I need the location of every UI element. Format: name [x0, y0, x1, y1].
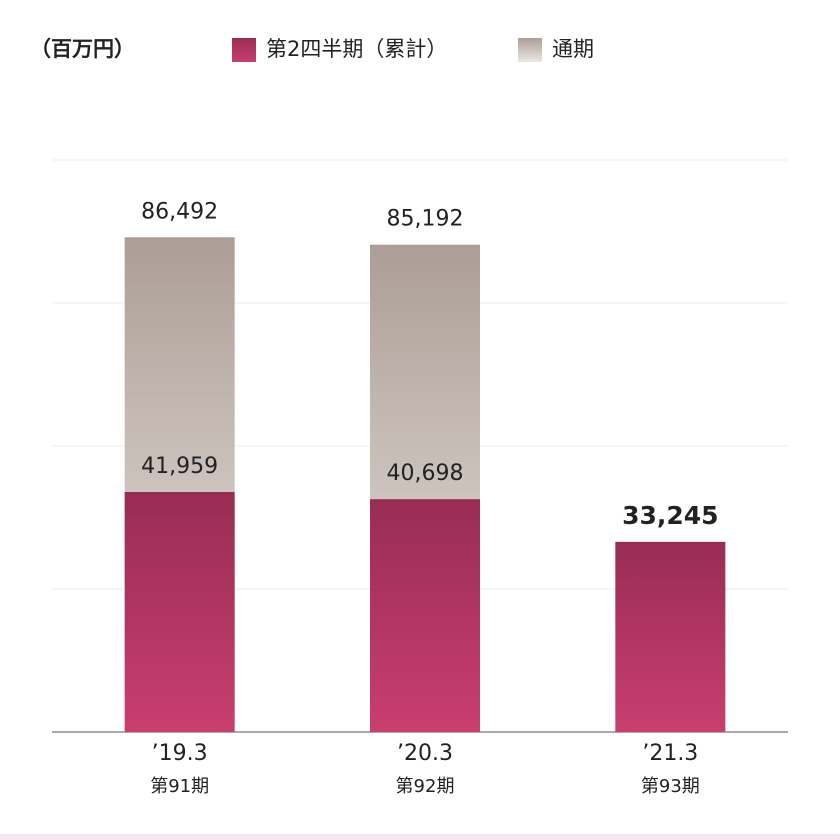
x-tick-label: ’21.3	[642, 741, 698, 766]
legend-swatch	[232, 38, 256, 62]
legend-swatch	[518, 38, 542, 62]
bar	[615, 541, 726, 732]
period-label: 第91期	[150, 776, 209, 797]
value-label: 40,698	[387, 461, 464, 486]
period-label: 第93期	[641, 776, 700, 797]
legend-label: 第2四半期（累計）	[266, 37, 447, 61]
value-label: 33,245	[622, 501, 718, 530]
value-label: 85,192	[387, 207, 464, 232]
x-tick-label: ’20.3	[397, 741, 453, 766]
unit-label: （百万円）	[30, 37, 135, 61]
value-label: 86,492	[141, 199, 218, 224]
bar	[370, 499, 480, 732]
bottom-strip	[0, 834, 840, 840]
bar	[124, 491, 235, 732]
period-label: 第92期	[396, 776, 455, 797]
x-tick-label: ’19.3	[152, 741, 208, 766]
legend-label: 通期	[552, 37, 594, 61]
value-label: 41,959	[141, 454, 218, 479]
